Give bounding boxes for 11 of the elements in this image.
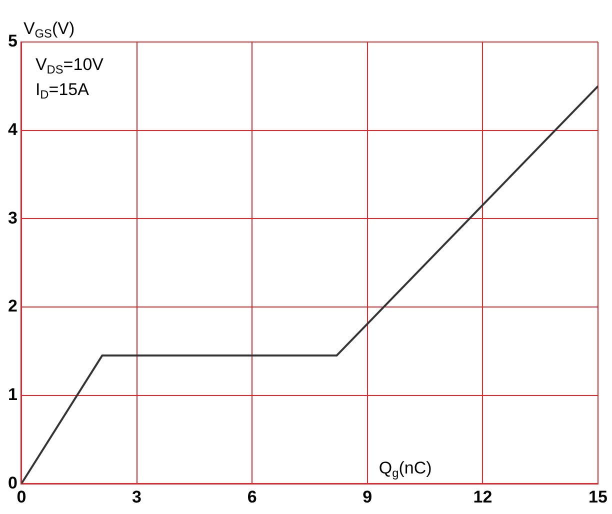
y-tick-label: 1: [8, 384, 18, 404]
y-tick-label: 2: [8, 296, 18, 316]
x-tick-label: 3: [132, 487, 142, 506]
x-tick-label: 12: [473, 487, 492, 506]
y-tick-label: 0: [8, 473, 18, 492]
y-tick-label: 4: [8, 120, 18, 140]
x-tick-label: 9: [362, 487, 372, 506]
x-tick-label: 6: [247, 487, 257, 506]
y-tick-label: 5: [8, 32, 18, 51]
y-tick-label: 3: [8, 208, 18, 228]
x-tick-label: 15: [588, 487, 608, 506]
